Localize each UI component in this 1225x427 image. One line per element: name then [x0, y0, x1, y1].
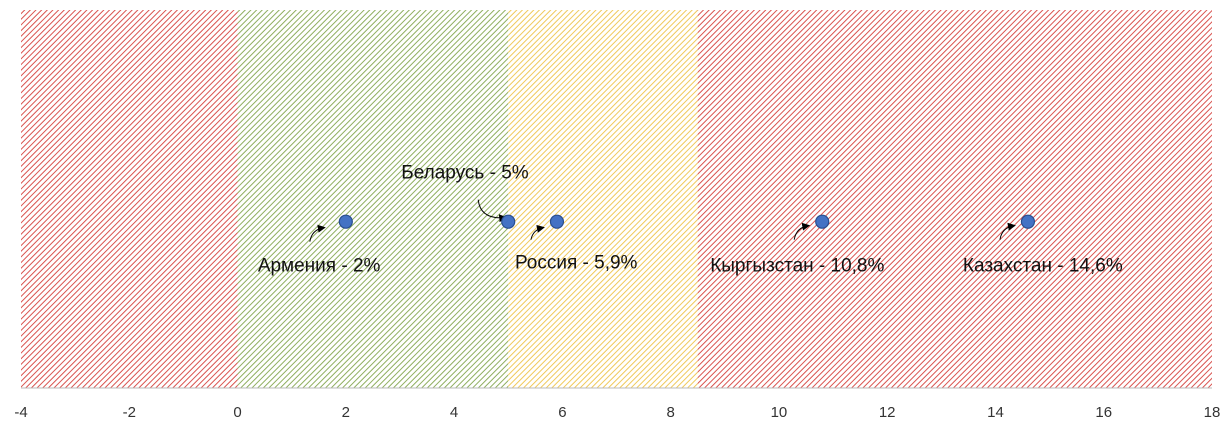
point: [815, 214, 830, 229]
x-tick-label: 18: [1204, 404, 1221, 421]
point-label: Беларусь - 5%: [401, 163, 529, 184]
x-tick-label: 12: [879, 404, 896, 421]
point-label: Казахстан - 14,6%: [963, 256, 1123, 277]
point: [549, 214, 565, 229]
point: [1020, 214, 1036, 229]
point-label: Армения - 2%: [258, 256, 381, 277]
x-tick-label: 16: [1095, 404, 1112, 421]
point-label: Россия - 5,9%: [515, 253, 638, 274]
x-tick-label: 14: [987, 404, 1004, 421]
annotation-arrow: [530, 224, 545, 240]
x-tick-label: 6: [558, 404, 566, 421]
x-tick-label: 4: [450, 404, 458, 421]
x-tick-label: -4: [14, 404, 27, 421]
annotation-arrow: [477, 199, 508, 223]
point: [338, 214, 353, 229]
annotation-arrow: [999, 222, 1016, 240]
x-tick-label: -2: [123, 404, 136, 421]
annotation-arrow: [309, 224, 326, 242]
x-tick-label: 0: [233, 404, 241, 421]
annotation-arrow: [793, 222, 811, 240]
x-tick-label: 2: [342, 404, 350, 421]
point: [501, 214, 516, 229]
point-label: Кыргызстан - 10,8%: [710, 256, 884, 277]
x-tick-label: 8: [666, 404, 674, 421]
zone: [21, 10, 238, 388]
zone: [237, 10, 509, 388]
zone: [697, 10, 1212, 388]
zone: [508, 10, 698, 388]
x-tick-label: 10: [771, 404, 788, 421]
